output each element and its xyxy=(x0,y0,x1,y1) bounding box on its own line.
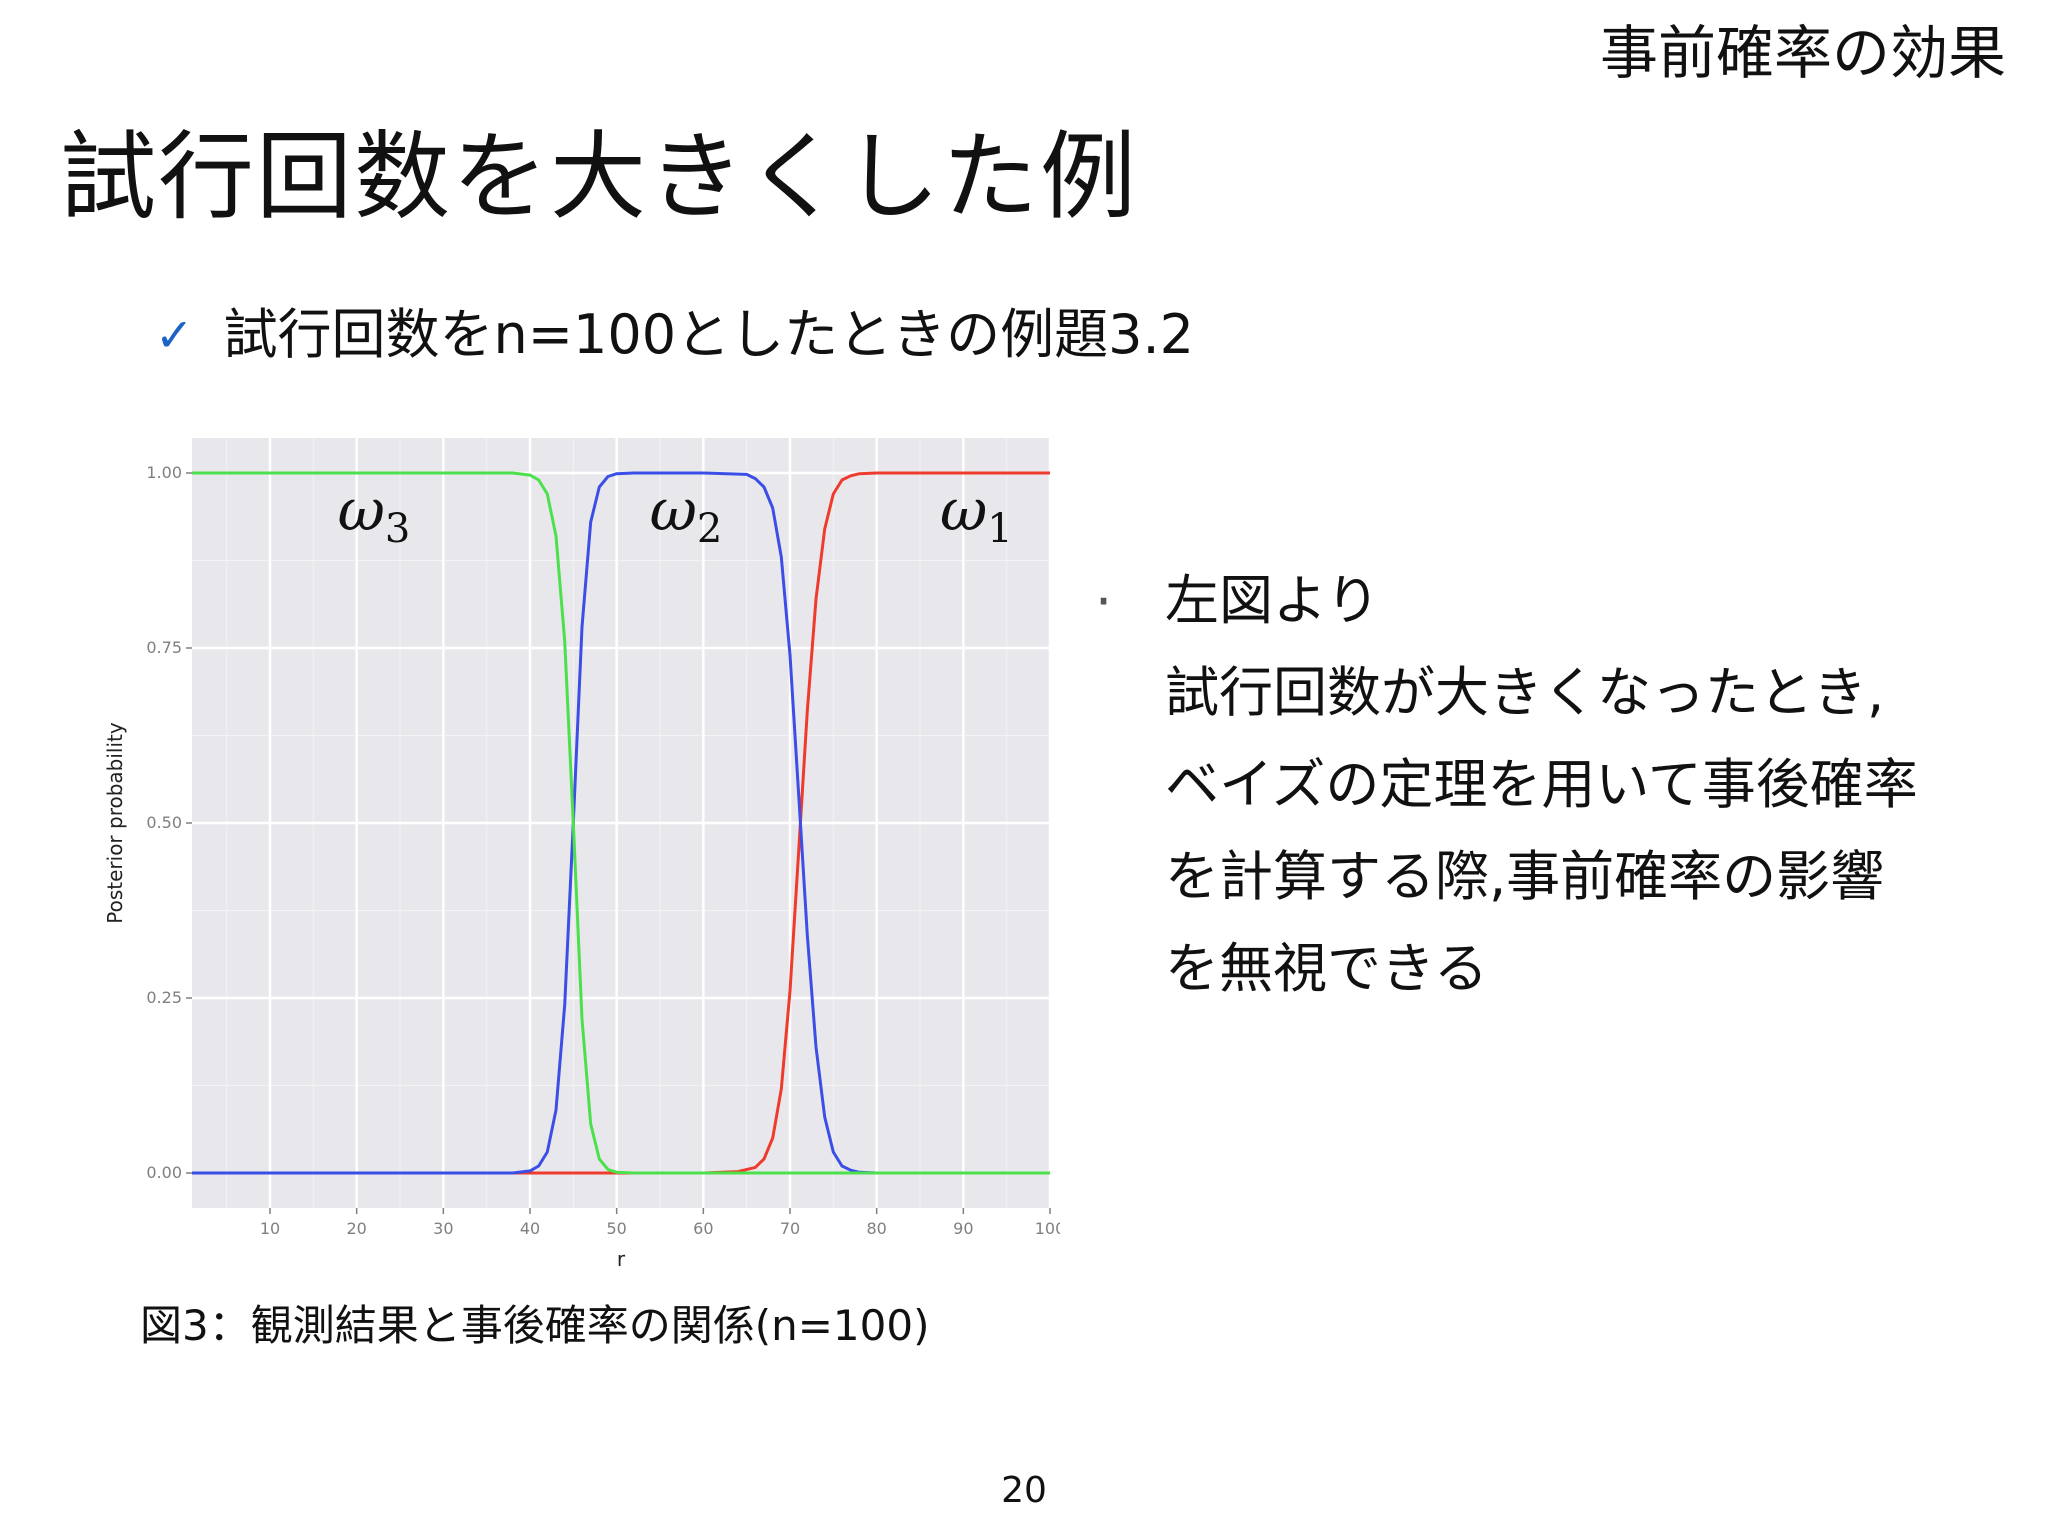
x-tick-label: 90 xyxy=(953,1219,973,1238)
section-label: 事前確率の効果 xyxy=(1599,19,2006,87)
y-axis-title: Posterior probability xyxy=(103,722,127,924)
y-tick-label: 1.00 xyxy=(146,463,182,482)
x-tick-label: 100 xyxy=(1035,1219,1060,1238)
note-bullet-marker: · xyxy=(1095,569,1113,633)
curve-label-ω2: ω2 xyxy=(650,476,723,552)
y-tick-label: 0.25 xyxy=(146,988,182,1007)
x-tick-label: 60 xyxy=(693,1219,713,1238)
slide-title: 試行回数を大きくした例 xyxy=(60,121,1138,233)
x-axis-title: r xyxy=(617,1247,626,1271)
series-line-ω2 xyxy=(192,471,1050,1175)
posterior-chart: 0.00 0.25 0.50 0.75 1.00 10 20 30 40 50 60 70 80 90 10… xyxy=(100,420,1065,1300)
series-line-ω3 xyxy=(192,471,1050,1175)
bullet-item: ✓ 試行回数をn=100としたときの例題3.2 xyxy=(155,308,1194,362)
x-tick-label: 80 xyxy=(866,1219,886,1238)
page-number: 20 xyxy=(1001,1470,1047,1511)
check-icon: ✓ xyxy=(155,308,194,362)
x-tick-label: 20 xyxy=(346,1219,366,1238)
x-tick-label: 10 xyxy=(260,1219,280,1238)
x-tick-label: 70 xyxy=(780,1219,800,1238)
x-tick-label: 50 xyxy=(606,1219,626,1238)
note-line: ベイズの定理を用いて事後確率 xyxy=(1165,753,1918,816)
y-tick-label: 0.50 xyxy=(146,813,182,832)
note-line: を無視できる xyxy=(1165,937,1488,1000)
note-line: 試行回数が大きくなったとき, xyxy=(1165,661,1885,724)
x-tick-label: 30 xyxy=(433,1219,453,1238)
note-heading: 左図より xyxy=(1165,569,1380,632)
x-tick-label: 40 xyxy=(520,1219,540,1238)
curve-label-ω3: ω3 xyxy=(338,476,411,552)
curve-label-ω1: ω1 xyxy=(940,476,1013,552)
figure-caption: 図3：観測結果と事後確率の関係(n=100) xyxy=(140,1301,930,1350)
y-tick-label: 0.00 xyxy=(146,1163,182,1182)
observation-note: · 左図より 試行回数が大きくなったとき, ベイズの定理を用いて事後確率 を計算… xyxy=(1095,555,2025,1015)
note-line: を計算する際,事前確率の影響 xyxy=(1165,845,1885,908)
posterior-chart-svg: 0.00 0.25 0.50 0.75 1.00 10 20 30 40 50 60 70 80 90 10… xyxy=(103,438,1065,1271)
bullet-text: 試行回数をn=100としたときの例題3.2 xyxy=(223,303,1194,366)
y-tick-label: 0.75 xyxy=(146,638,182,657)
